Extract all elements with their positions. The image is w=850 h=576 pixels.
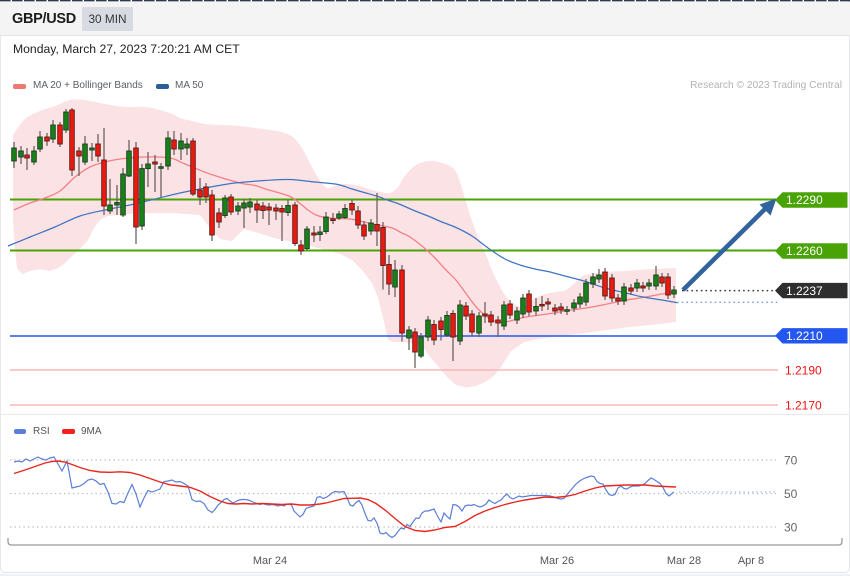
svg-text:Mar 26: Mar 26 [540,555,574,567]
svg-text:1.2260: 1.2260 [786,244,823,258]
svg-text:70: 70 [784,454,798,468]
svg-text:30: 30 [784,521,798,535]
svg-text:Mar 28: Mar 28 [667,555,701,567]
svg-text:1.2290: 1.2290 [786,193,823,207]
svg-text:50: 50 [784,487,798,501]
svg-text:Mar 24: Mar 24 [253,555,287,567]
svg-text:1.2237: 1.2237 [786,284,823,298]
svg-text:1.2190: 1.2190 [785,364,822,378]
svg-text:1.2170: 1.2170 [785,399,822,413]
svg-text:1.2210: 1.2210 [786,329,823,343]
svg-text:Apr 8: Apr 8 [738,555,764,567]
